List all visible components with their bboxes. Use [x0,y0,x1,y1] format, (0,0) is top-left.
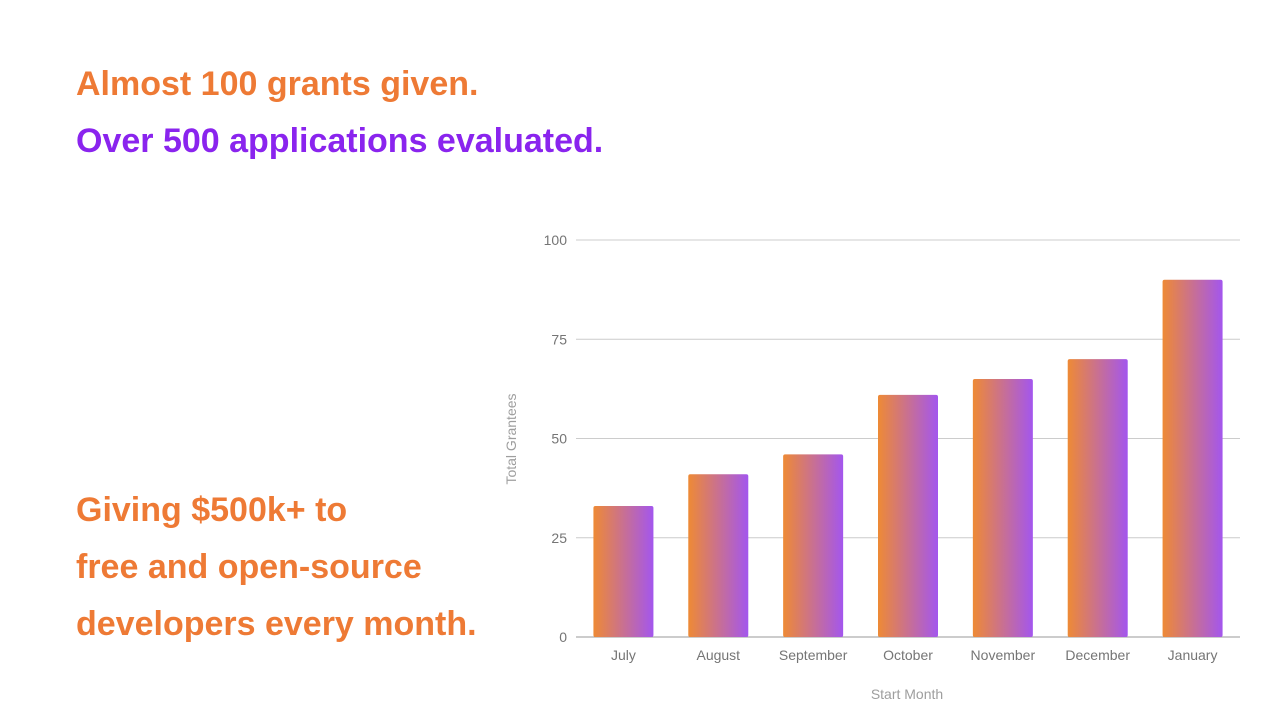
y-tick-label: 100 [544,232,568,248]
x-tick-label: July [611,647,636,663]
bar-december [1067,359,1128,637]
x-tick-label: November [971,647,1036,663]
bar-july [593,505,654,637]
bar-september [783,454,844,637]
y-tick-label: 75 [551,331,567,347]
y-axis-ticks: 0 25 50 75 100 [544,232,568,645]
headline-grants: Almost 100 grants given. [76,65,479,103]
claim-line-1: Giving $500k+ to [76,491,348,529]
y-tick-label: 50 [551,431,567,447]
bar-august [688,474,749,637]
x-tick-label: January [1168,647,1218,663]
x-tick-label: October [883,647,933,663]
chart-bars [593,279,1223,637]
claim-line-2: free and open-source [76,548,422,586]
x-tick-label: December [1065,647,1130,663]
bar-january [1162,279,1223,637]
bar-november [972,378,1033,637]
x-axis-ticks: July August September October November Decemb… [611,647,1218,663]
x-tick-label: September [779,647,848,663]
bar-october [878,394,938,637]
y-tick-label: 0 [559,629,567,645]
x-tick-label: August [696,647,740,663]
y-axis-title: Total Grantees [503,393,519,484]
x-axis-title: Start Month [871,686,943,702]
headline-applications: Over 500 applications evaluated. [76,122,604,160]
y-tick-label: 25 [551,530,567,546]
claim-line-3: developers every month. [76,605,477,643]
